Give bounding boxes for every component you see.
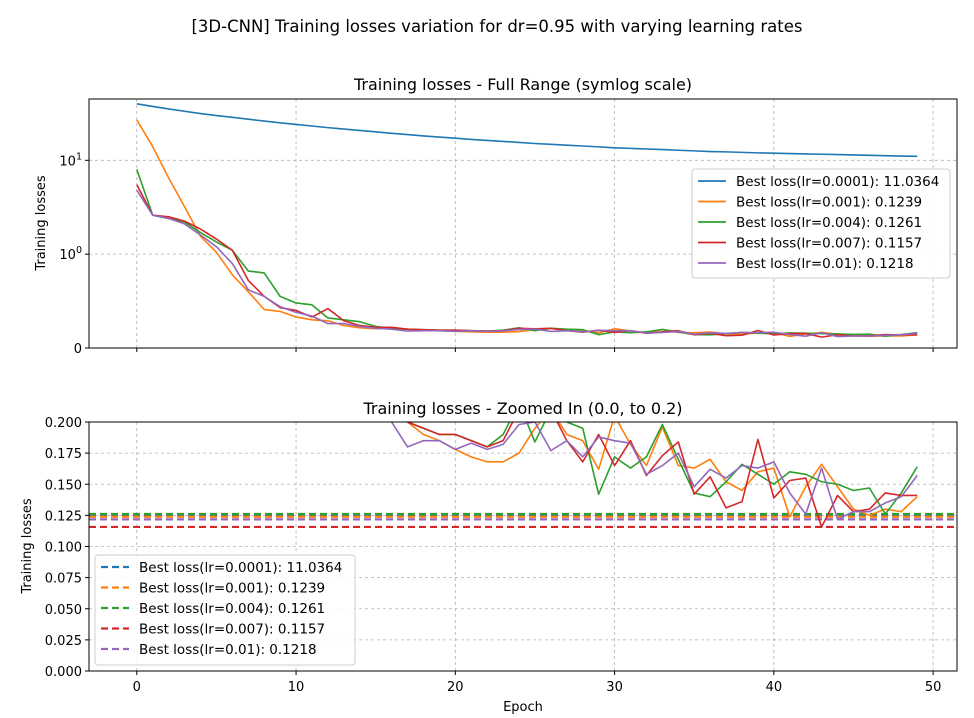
bottom-series-line-1: [405, 422, 918, 518]
top-legend-label: Best loss(lr=0.001): 0.1239: [736, 195, 922, 211]
top-chart-ylabel: Training losses: [34, 175, 49, 272]
bottom-x-tick-label: 30: [606, 680, 623, 695]
top-legend-label: Best loss(lr=0.007): 0.1157: [736, 236, 922, 252]
figure-suptitle: [3D-CNN] Training losses variation for d…: [191, 17, 802, 36]
bottom-chart-xlabel: Epoch: [503, 700, 543, 715]
top-y-tick-label: 101: [59, 151, 82, 169]
bottom-chart: Training losses - Zoomed In (0.0, to 0.2…: [20, 399, 958, 715]
bottom-chart-series: [390, 422, 918, 528]
bottom-legend-label: Best loss(lr=0.001): 0.1239: [139, 581, 325, 597]
top-y-tick-label: 100: [59, 245, 82, 263]
bottom-legend-label: Best loss(lr=0.0001): 11.0364: [139, 560, 342, 576]
top-chart-x-ticks: [136, 348, 934, 352]
bottom-legend-label: Best loss(lr=0.004): 0.1261: [139, 601, 325, 617]
top-chart-title: Training losses - Full Range (symlog sca…: [353, 75, 692, 94]
bottom-series-line-4: [390, 422, 918, 521]
top-chart-frame: [88, 98, 958, 349]
bottom-chart-title: Training losses - Zoomed In (0.0, to 0.2…: [362, 399, 682, 418]
top-legend-label: Best loss(lr=0.0001): 11.0364: [736, 174, 939, 190]
bottom-x-tick-label: 20: [447, 680, 464, 695]
top-y-tick-label: 0: [74, 342, 82, 357]
bottom-y-tick-label: 0.050: [45, 603, 82, 618]
bottom-chart-ylabel: Training losses: [20, 498, 35, 595]
bottom-x-tick-label: 0: [133, 680, 141, 695]
bottom-chart-legend: Best loss(lr=0.0001): 11.0364 Best loss(l…: [94, 554, 356, 666]
top-legend-label: Best loss(lr=0.004): 0.1261: [736, 215, 922, 231]
top-legend-label: Best loss(lr=0.01): 0.1218: [736, 256, 914, 272]
top-chart-y-ticks: 0 100 101: [59, 151, 89, 357]
top-chart-series: [136, 103, 918, 338]
bottom-y-tick-label: 0.100: [45, 541, 82, 556]
bottom-y-tick-label: 0.025: [45, 634, 82, 649]
bottom-y-tick-label: 0.175: [45, 447, 82, 462]
bottom-x-tick-label: 50: [925, 680, 942, 695]
top-legend-box: [691, 168, 951, 279]
bottom-y-tick-label: 0.150: [45, 478, 82, 493]
bottom-legend-box: [94, 554, 356, 666]
bottom-y-tick-label: 0.000: [45, 665, 82, 680]
bottom-y-tick-label: 0.075: [45, 572, 82, 587]
bottom-legend-label: Best loss(lr=0.01): 0.1218: [139, 642, 317, 658]
top-series-line-0: [136, 103, 918, 158]
bottom-chart-y-ticks: 0.000 0.025 0.050 0.075 0.100 0.125 0.150 0.175…: [45, 416, 89, 680]
top-chart: Training losses - Full Range (symlog sca…: [34, 75, 958, 357]
bottom-legend-label: Best loss(lr=0.007): 0.1157: [139, 622, 325, 638]
bottom-chart-hlines: [89, 512, 957, 529]
bottom-chart-x-ticks: 0 10 20 30 40 50: [133, 671, 942, 695]
top-chart-legend: Best loss(lr=0.0001): 11.0364 Best loss(l…: [691, 168, 951, 279]
bottom-series-line-3: [406, 422, 918, 528]
top-series-line-1: [136, 119, 918, 338]
bottom-x-tick-label: 10: [288, 680, 305, 695]
bottom-y-tick-label: 0.125: [45, 509, 82, 524]
bottom-y-tick-label: 0.200: [45, 416, 82, 431]
top-series-line-4: [136, 189, 918, 338]
bottom-x-tick-label: 40: [766, 680, 783, 695]
